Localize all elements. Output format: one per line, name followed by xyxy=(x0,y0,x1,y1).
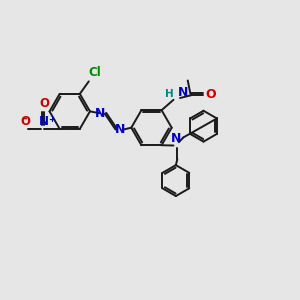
Text: O: O xyxy=(205,88,216,101)
Text: +: + xyxy=(48,115,55,124)
Text: N: N xyxy=(39,115,49,128)
Text: O: O xyxy=(21,115,31,128)
Text: Cl: Cl xyxy=(88,66,101,79)
Text: O: O xyxy=(39,97,49,110)
Text: H: H xyxy=(165,88,174,99)
Text: N: N xyxy=(178,85,188,99)
Text: N: N xyxy=(95,107,106,120)
Text: N: N xyxy=(171,132,181,145)
Text: N: N xyxy=(115,123,125,136)
Text: -: - xyxy=(22,114,26,124)
